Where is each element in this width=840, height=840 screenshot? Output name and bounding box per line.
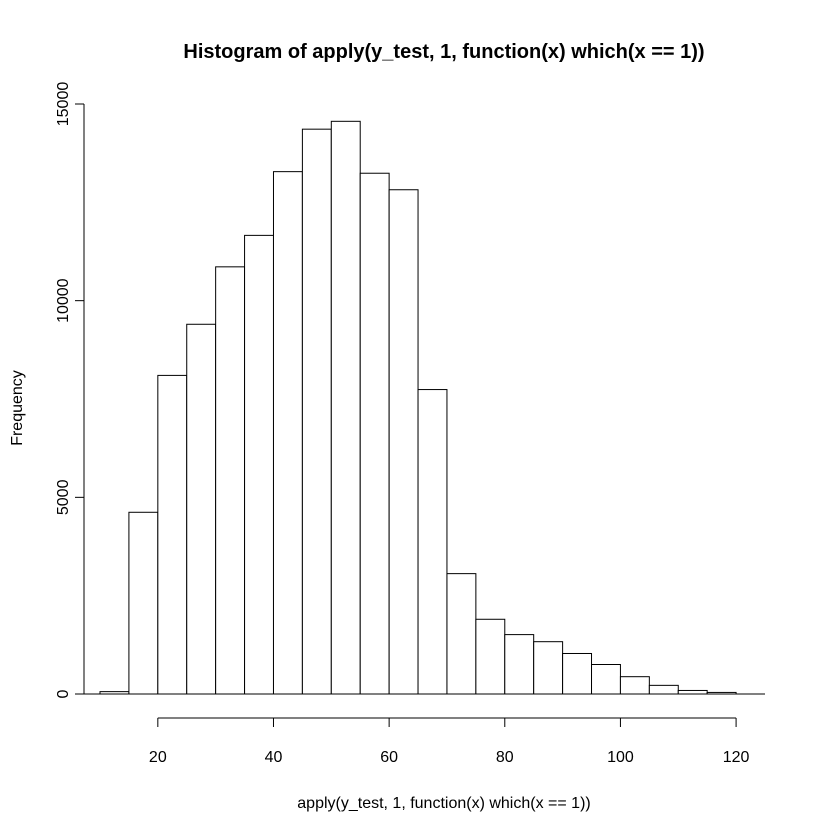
x-axis: 20 40 60 80 100 120 <box>149 717 750 766</box>
histogram-bar <box>272 171 303 695</box>
histogram-bar <box>388 189 419 695</box>
histogram-bar <box>301 128 332 695</box>
histogram-bar <box>330 120 361 695</box>
x-tick-label: 80 <box>496 749 514 766</box>
x-tick-label: 60 <box>380 749 398 766</box>
histogram-bar <box>504 634 535 695</box>
histogram-bars <box>99 120 737 695</box>
y-tick-label: 0 <box>55 689 72 698</box>
histogram-bar <box>446 573 477 695</box>
x-tick-label: 20 <box>149 749 167 766</box>
histogram-bar <box>562 652 593 695</box>
y-axis-label: Frequency <box>9 370 26 446</box>
y-tick-label: 5000 <box>55 479 72 515</box>
y-tick-label: 15000 <box>55 82 72 127</box>
histogram-bar <box>186 323 217 695</box>
histogram-bar <box>244 234 274 695</box>
histogram-bar <box>417 389 448 695</box>
chart-title: Histogram of apply(y_test, 1, function(x… <box>183 41 704 63</box>
histogram-bar <box>591 664 621 695</box>
histogram-bar <box>215 266 246 695</box>
x-tick-label: 120 <box>723 749 750 766</box>
histogram-bar <box>677 689 708 695</box>
histogram-bar <box>619 676 650 695</box>
y-tick-label: 10000 <box>55 278 72 323</box>
x-axis-label: apply(y_test, 1, function(x) which(x == … <box>297 795 590 812</box>
histogram-bar <box>533 641 564 695</box>
histogram-bar <box>359 172 390 695</box>
histogram-bar <box>128 511 159 695</box>
histogram-bar <box>157 374 188 695</box>
x-tick-label: 40 <box>265 749 283 766</box>
x-tick-label: 100 <box>607 749 634 766</box>
histogram-bar <box>475 618 506 695</box>
y-axis: 0 5000 10000 15000 <box>55 82 85 698</box>
histogram-bar <box>648 684 679 695</box>
